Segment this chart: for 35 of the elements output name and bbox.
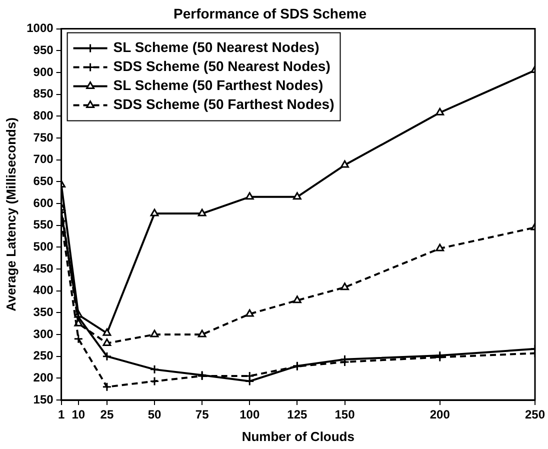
legend-label: SDS Scheme (50 Nearest Nodes)	[113, 58, 330, 74]
y-tick-label: 300	[33, 326, 54, 341]
chart-title: Performance of SDS Scheme	[174, 5, 367, 22]
x-tick-label: 100	[240, 408, 260, 422]
y-tick-label: 800	[33, 108, 54, 122]
x-tick-label: 10	[72, 408, 86, 422]
x-axis-title: Number of Clouds	[242, 428, 354, 444]
y-tick-label: 750	[33, 130, 54, 144]
y-tick-label: 1000	[26, 21, 54, 36]
x-tick-label: 1	[58, 408, 65, 422]
legend-label: SL Scheme (50 Nearest Nodes)	[113, 39, 320, 56]
y-tick-label: 850	[33, 86, 54, 101]
y-tick-label: 150	[33, 392, 54, 406]
y-tick-label: 950	[33, 42, 54, 57]
x-tick-label: 75	[195, 408, 210, 422]
y-tick-label: 400	[33, 283, 54, 298]
y-axis-title: Average Latency (Milliseconds)	[3, 117, 18, 312]
y-tick-label: 500	[33, 239, 54, 254]
x-tick-label: 200	[430, 408, 450, 422]
y-tick-label: 600	[33, 196, 54, 210]
x-tick-label: 25	[100, 408, 114, 422]
legend-label: SL Scheme (50 Farthest Nodes)	[113, 77, 324, 94]
y-tick-label: 650	[33, 174, 54, 188]
y-tick-label: 700	[33, 152, 54, 166]
y-tick-label: 900	[33, 64, 54, 79]
x-tick-label: 250	[524, 408, 546, 422]
x-tick-label: 125	[287, 408, 308, 422]
y-tick-label: 350	[33, 304, 54, 319]
y-tick-label: 250	[33, 348, 54, 363]
y-tick-label: 450	[33, 261, 54, 276]
legend-label: SDS Scheme (50 Farthest Nodes)	[113, 96, 334, 112]
y-tick-label: 200	[33, 370, 54, 384]
y-tick-label: 550	[33, 218, 54, 232]
x-tick-label: 50	[148, 408, 162, 422]
x-tick-label: 150	[334, 408, 356, 422]
